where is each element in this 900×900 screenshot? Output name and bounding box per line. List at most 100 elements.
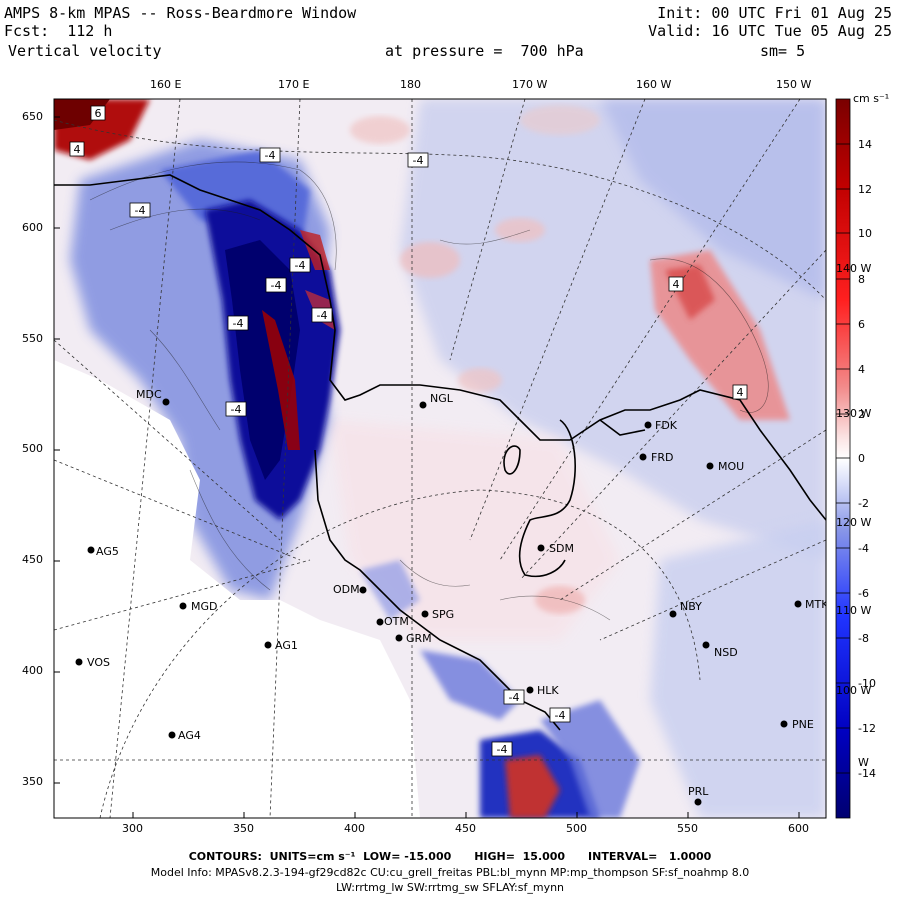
station-marker: OTM [376, 615, 409, 628]
svg-text:4: 4 [74, 143, 81, 156]
colorbar-label: 0 [858, 452, 865, 465]
left-tick: 550 [22, 332, 43, 345]
svg-text:PNE: PNE [792, 718, 814, 731]
colorbar-label: 12 [858, 183, 872, 196]
contour-label: -4 [407, 152, 429, 168]
left-tick: 650 [22, 110, 43, 123]
top-tick: 160 W [636, 78, 672, 91]
smoothing: sm= 5 [760, 42, 806, 60]
bottom-tick: 450 [455, 822, 476, 835]
top-tick: 170 E [278, 78, 310, 91]
bottom-tick: 600 [788, 822, 809, 835]
colorbar-unit: cm s⁻¹ [853, 92, 890, 105]
contour-label: -4 [549, 707, 571, 723]
station-marker: FRD [639, 451, 673, 464]
contour-label: 4 [732, 384, 748, 400]
pressure-level: at pressure = 700 hPa [385, 42, 584, 60]
svg-text:NBY: NBY [680, 600, 702, 613]
svg-text:NSD: NSD [714, 646, 738, 659]
svg-text:MGD: MGD [191, 600, 218, 613]
station-marker: PRL [688, 785, 709, 806]
svg-text:6: 6 [95, 107, 102, 120]
svg-text:GRM: GRM [406, 632, 432, 645]
top-tick: 160 E [150, 78, 182, 91]
svg-text:AG5: AG5 [96, 545, 119, 558]
contour-label: -4 [259, 147, 281, 163]
bottom-tick: 550 [677, 822, 698, 835]
station-marker: HLK [526, 684, 559, 697]
station-marker: MOU [706, 460, 744, 473]
svg-text:MOU: MOU [718, 460, 744, 473]
station-marker: NGL [419, 392, 454, 409]
colorbar-label: 2 [858, 408, 865, 421]
meridian-label: W [858, 756, 869, 769]
svg-text:-4: -4 [317, 309, 328, 322]
colorbar-label: -4 [858, 542, 869, 555]
top-tick: 170 W [512, 78, 548, 91]
colorbar-label: 8 [858, 273, 865, 286]
colorbar-label: 10 [858, 227, 872, 240]
station-marker: ODM [333, 583, 367, 596]
field-name: Vertical velocity [8, 42, 162, 60]
station-marker: VOS [75, 656, 110, 669]
station-marker: FDK [644, 419, 678, 432]
svg-text:-4: -4 [233, 317, 244, 330]
svg-text:HLK: HLK [537, 684, 559, 697]
station-marker: NSD [702, 641, 738, 659]
colorbar-label: -8 [858, 632, 869, 645]
svg-text:4: 4 [737, 386, 744, 399]
colorbar-label: 14 [858, 138, 872, 151]
station-marker: AG1 [264, 639, 298, 652]
contour-label: -4 [265, 277, 287, 293]
svg-text:NGL: NGL [430, 392, 454, 405]
svg-text:FDK: FDK [655, 419, 678, 432]
bottom-tick: 300 [122, 822, 143, 835]
meridian-label: 120 W [836, 516, 872, 529]
svg-text:-4: -4 [497, 743, 508, 756]
contour-label: -4 [289, 257, 311, 273]
station-marker: AG5 [87, 545, 119, 558]
contour-label: -4 [225, 401, 247, 417]
svg-text:FRD: FRD [651, 451, 673, 464]
bottom-tick: 500 [566, 822, 587, 835]
contour-info: CONTOURS: UNITS=cm s⁻¹ LOW= -15.000 HIGH… [188, 850, 712, 863]
svg-text:AG1: AG1 [275, 639, 298, 652]
svg-text:SPG: SPG [432, 608, 454, 621]
svg-text:MDC: MDC [136, 388, 162, 401]
svg-text:-4: -4 [231, 403, 242, 416]
svg-text:-4: -4 [509, 691, 520, 704]
svg-text:4: 4 [673, 278, 680, 291]
svg-text:PRL: PRL [688, 785, 709, 798]
station-marker: MTK [794, 598, 829, 611]
svg-text:-4: -4 [265, 149, 276, 162]
bottom-tick: 400 [344, 822, 365, 835]
colorbar-label: -12 [858, 722, 876, 735]
left-tick: 500 [22, 442, 43, 455]
model-info: Model Info: MPASv8.2.3-194-gf29cd82c CU:… [150, 866, 750, 879]
contour-label: -4 [129, 202, 151, 218]
colorbar [835, 98, 851, 819]
left-tick: 350 [22, 775, 43, 788]
left-tick: 600 [22, 221, 43, 234]
colorbar-label: -10 [858, 677, 876, 690]
left-tick: 450 [22, 553, 43, 566]
svg-text:-4: -4 [271, 279, 282, 292]
svg-text:AG4: AG4 [178, 729, 201, 742]
svg-text:VOS: VOS [87, 656, 110, 669]
svg-text:-4: -4 [555, 709, 566, 722]
map-title: AMPS 8-km MPAS -- Ross-Beardmore Window [4, 4, 357, 22]
svg-text:MTK: MTK [805, 598, 829, 611]
station-marker: PNE [780, 718, 814, 731]
init-time: Init: 00 UTC Fri 01 Aug 25 [657, 4, 892, 22]
station-marker: SDM [537, 542, 574, 555]
physics-info: LW:rrtmg_lw SW:rrtmg_sw SFLAY:sf_mynn [335, 881, 565, 894]
meridian-label: 110 W [836, 604, 872, 617]
contour-label: 4 [69, 141, 85, 157]
top-tick: 150 W [776, 78, 812, 91]
station-marker: AG4 [168, 729, 201, 742]
svg-text:SDM: SDM [549, 542, 574, 555]
colorbar-label: 4 [858, 363, 865, 376]
forecast-hour: Fcst: 112 h [4, 22, 113, 40]
station-marker: GRM [395, 632, 432, 645]
